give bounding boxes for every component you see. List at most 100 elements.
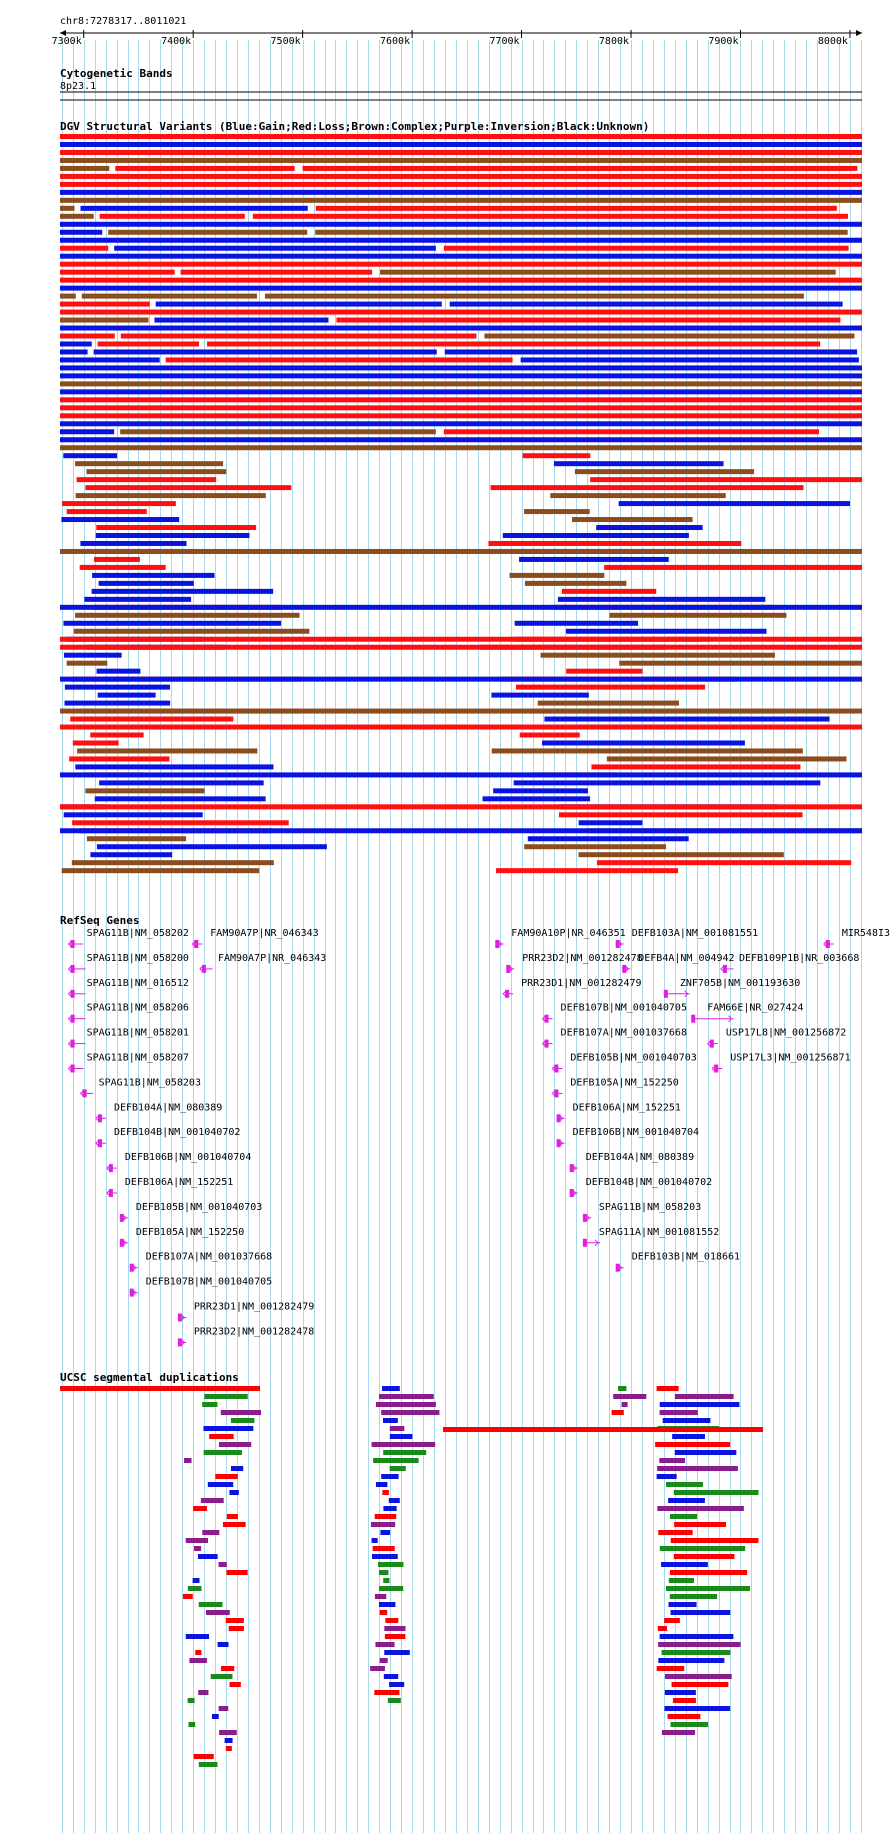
dgv-variant-bar (63, 620, 282, 626)
refseq-gene-exon (70, 1064, 75, 1073)
cytoband-track[interactable]: Cytogenetic Bands 8p23.1 (60, 67, 862, 101)
refseq-gene-exon (691, 1014, 696, 1023)
dgv-variant-bar (108, 229, 308, 235)
refseq-gene-exon (70, 1039, 75, 1048)
dgv-variant-bar (490, 485, 804, 491)
dgv-variant-bar (62, 501, 176, 507)
dgv-track[interactable]: DGV Structural Variants (Blue:Gain;Red:L… (60, 120, 862, 874)
refseq-strand-arrow-icon (551, 1090, 556, 1097)
refseq-gene-label: PRR23D1|NM_001282479 (521, 978, 641, 989)
dgv-variant-bar (524, 509, 590, 515)
refseq-strand-arrow-icon (594, 1239, 599, 1247)
refseq-gene-label: FAM90A10P|NR_046351 (511, 928, 625, 939)
dgv-variant-bar (553, 461, 724, 467)
refseq-gene-exon (556, 1114, 561, 1123)
segdup-bar (379, 1586, 404, 1591)
dgv-variant-bar (60, 157, 862, 163)
dgv-variant-bar (542, 740, 745, 746)
dgv-variant-bar (207, 341, 821, 347)
refseq-strand-arrow-icon (199, 965, 204, 973)
segdup-bar (657, 1506, 744, 1511)
refseq-strand-arrow-icon (191, 940, 196, 948)
segdup-bar (674, 1450, 737, 1455)
segdup-bar (670, 1722, 709, 1727)
segdup-bar (372, 1546, 395, 1551)
refseq-strand-arrow-icon (67, 1065, 72, 1072)
dgv-variant-bar (97, 341, 200, 347)
ruler-tick-label: 7700k (489, 36, 519, 47)
cytoband-track-title: Cytogenetic Bands (60, 67, 173, 80)
dgv-variant-bar (80, 540, 187, 546)
dgv-variant-bar (85, 788, 205, 794)
segdup-bar (218, 1706, 229, 1711)
refseq-strand-arrow-icon (541, 1040, 546, 1047)
dgv-variant-bar (60, 261, 862, 267)
dgv-variant-bar (86, 469, 227, 475)
segdup-bar (219, 1730, 237, 1735)
refseq-strand-arrow-icon (67, 1015, 72, 1023)
segdup-bar (383, 1450, 427, 1455)
position-ruler[interactable]: chr8:7278317..8011021 7300k 7400k 7500k 760… (52, 16, 862, 47)
refseq-strand-arrow-icon (684, 990, 689, 998)
segdup-bar (670, 1610, 731, 1615)
dgv-variant-bar (60, 197, 862, 203)
segdup-bar (656, 1666, 685, 1671)
segdup-bars[interactable] (60, 1386, 763, 1767)
segdup-bar (224, 1738, 233, 1743)
dgv-variant-bar (60, 445, 862, 451)
dgv-variant-bar (60, 644, 862, 650)
dgv-variant-bar (77, 748, 258, 754)
dgv-variant-bar (252, 213, 849, 219)
segdup-track[interactable]: UCSC segmental duplications (60, 1371, 763, 1767)
dgv-variant-bar (444, 349, 858, 355)
refseq-gene-label: SPAG11B|NM_058201 (87, 1028, 189, 1039)
segdup-bar (385, 1618, 399, 1623)
segdup-bar (383, 1506, 397, 1511)
refseq-gene-label: DEFB105B|NM_001040703 (570, 1053, 696, 1064)
segdup-bar (382, 1490, 389, 1495)
refseq-gene-exon (177, 1338, 182, 1347)
refseq-gene-list[interactable]: SPAG11B|NM_058202 FAM90A7P|NR_046343 FAM90… (67, 928, 890, 1347)
dgv-variant-bar (60, 245, 109, 251)
segdup-bar (673, 1554, 735, 1559)
dgv-variant-bar (60, 309, 862, 315)
refseq-gene-exon (82, 1089, 87, 1098)
segdup-bar (659, 1546, 746, 1551)
dgv-variant-bar (86, 836, 187, 842)
dgv-variant-bar (60, 724, 862, 730)
refseq-strand-arrow-icon (180, 1314, 185, 1321)
dgv-variant-bar (443, 429, 819, 435)
ruler-tick-label: 7800k (599, 36, 629, 47)
segdup-bar (664, 1618, 680, 1623)
segdup-bar (374, 1594, 387, 1599)
dgv-variant-bar (493, 788, 588, 794)
refseq-gene-exon (194, 940, 199, 948)
segdup-bar (193, 1546, 202, 1551)
segdup-bar (195, 1650, 202, 1655)
dgv-variant-bar (70, 716, 234, 722)
dgv-variant-bar (60, 413, 862, 419)
dgv-variant-bar (565, 628, 767, 634)
dgv-variant-bar (96, 668, 141, 674)
segdup-bar (202, 1530, 220, 1535)
segdup-bar (193, 1754, 214, 1759)
dgv-variant-bar (165, 357, 513, 363)
refseq-track[interactable]: RefSeq Genes SPAG11B|NM_058202 FAM90A7P|N… (60, 914, 890, 1347)
refseq-gene-exon (615, 1263, 620, 1272)
segdup-bar (657, 1626, 668, 1631)
segdup-bar (370, 1666, 385, 1671)
refseq-gene-label: SPAG11B|NM_058206 (87, 1003, 189, 1014)
dgv-variant-bar (63, 812, 203, 818)
segdup-bar (371, 1538, 378, 1543)
dgv-variant-bars[interactable] (60, 134, 862, 874)
dgv-variant-bar (60, 229, 103, 235)
refseq-strand-arrow-icon (618, 940, 623, 948)
refseq-gene-label: SPAG11B|NM_016512 (87, 978, 189, 989)
dgv-variant-bar (496, 868, 679, 874)
dgv-variant-bar (488, 540, 742, 546)
refseq-gene-exon (615, 940, 620, 948)
refseq-strand-arrow-icon (180, 1339, 185, 1346)
dgv-variant-bar (85, 485, 292, 491)
segdup-bar (60, 1386, 260, 1391)
